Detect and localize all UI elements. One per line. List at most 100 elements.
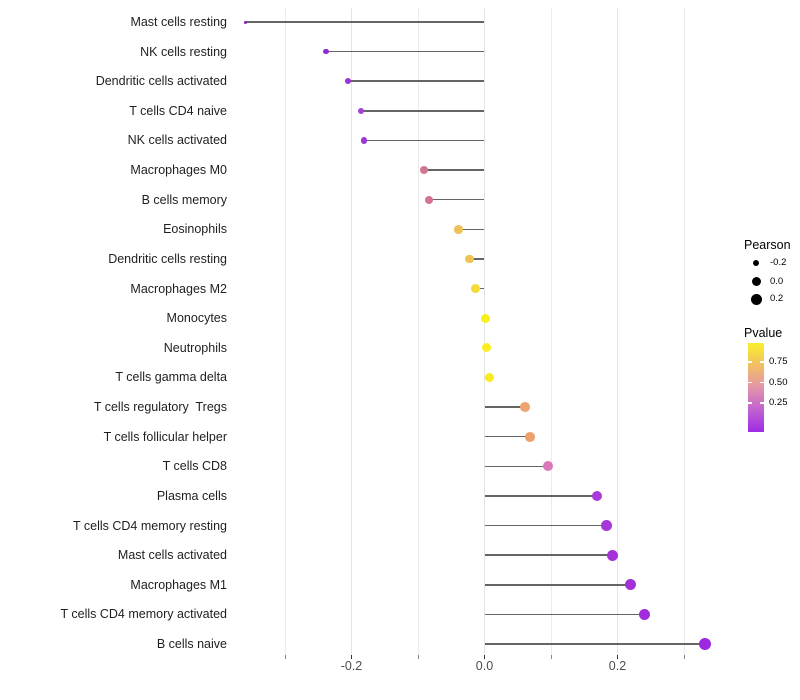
lollipop-stem: [475, 287, 485, 290]
pvalue-tick-mark: [760, 381, 764, 384]
x-axis-tick: [617, 655, 618, 659]
lollipop-stem: [429, 198, 485, 201]
lollipop-stem: [348, 80, 485, 82]
lollipop-stem: [326, 50, 485, 53]
x-axis-tick: [417, 655, 419, 659]
pvalue-legend-title: Pvalue: [744, 326, 783, 340]
y-axis-label: Dendritic cells activated: [95, 74, 227, 89]
y-axis-label: Dendritic cells resting: [108, 251, 227, 266]
lollipop-stem: [484, 643, 705, 645]
pvalue-tick-mark: [760, 361, 764, 363]
plot-panel: [233, 8, 737, 656]
y-axis-label: T cells CD4 naive: [129, 103, 227, 118]
data-point-dot: [607, 549, 619, 561]
lollipop-stem: [484, 524, 607, 527]
data-point-dot: [524, 431, 535, 442]
gridline: [683, 8, 685, 656]
y-axis-label: T cells CD4 memory activated: [60, 607, 228, 622]
x-axis-tick: [683, 655, 685, 659]
data-point-dot: [454, 225, 463, 234]
gridline: [351, 8, 352, 656]
y-axis-label: NK cells activated: [127, 133, 227, 148]
y-axis-label: NK cells resting: [140, 44, 227, 59]
data-point-dot: [464, 254, 474, 264]
x-axis-tick: [550, 655, 552, 659]
data-point-dot: [345, 78, 352, 85]
y-axis-label: T cells gamma delta: [115, 370, 227, 385]
y-axis-label: Macrophages M0: [130, 163, 227, 178]
lollipop-stem: [423, 169, 485, 171]
legend-size-dot: [750, 293, 762, 305]
data-point-dot: [323, 48, 330, 55]
x-axis-tick-label: -0.2: [340, 659, 363, 673]
y-axis-label: B cells naive: [156, 637, 227, 652]
pvalue-tick-mark: [748, 361, 752, 363]
data-point-dot: [484, 372, 494, 382]
x-axis-tick-label: 0.0: [475, 659, 494, 673]
y-axis-label: Monocytes: [166, 311, 227, 326]
x-axis-tick: [284, 655, 286, 659]
legend-size-dot: [752, 259, 760, 267]
y-axis-label: Eosinophils: [163, 222, 227, 237]
data-point-dot: [520, 402, 530, 412]
y-axis-label: Plasma cells: [156, 488, 227, 503]
y-axis-label: Macrophages M2: [130, 281, 227, 296]
x-axis-tick: [484, 655, 485, 659]
y-axis-label: Mast cells resting: [130, 15, 227, 29]
lollipop-stem: [360, 110, 485, 112]
pvalue-gradient-bar: [748, 343, 764, 432]
legend-size-dot: [751, 277, 761, 286]
x-axis-tick: [351, 655, 352, 659]
y-axis-label: Mast cells activated: [117, 548, 227, 563]
lollipop-stem: [484, 584, 631, 586]
data-point-dot: [542, 461, 553, 472]
gridline: [417, 8, 419, 656]
pvalue-tick-mark: [760, 402, 764, 404]
data-point-dot: [471, 284, 481, 293]
y-axis-label: Neutrophils: [163, 340, 227, 355]
lollipop-stem: [484, 465, 548, 468]
y-axis-label: T cells CD8: [162, 459, 227, 474]
pvalue-tick-label: 0.25: [769, 396, 788, 408]
lollipop-stem: [364, 139, 485, 142]
gridline: [617, 8, 618, 656]
lollipop-stem: [484, 613, 645, 616]
lollipop-stem: [458, 228, 485, 231]
x-axis-tick-label: 0.2: [608, 659, 627, 673]
gridline: [550, 8, 552, 656]
data-point-dot: [481, 343, 491, 353]
data-point-dot: [243, 20, 247, 24]
lollipop-stem: [469, 258, 485, 260]
legend-size-label: 0.2: [770, 293, 784, 304]
data-point-dot: [425, 195, 434, 204]
gridline: [284, 8, 286, 656]
pvalue-tick-mark: [748, 381, 752, 384]
lollipop-stem: [245, 21, 485, 23]
lollipop-stem: [484, 435, 530, 438]
data-point-dot: [480, 313, 490, 323]
lollipop-stem: [484, 406, 526, 408]
legend-size-label: 0.0: [770, 275, 784, 287]
legend-size-label: -0.2: [770, 257, 787, 268]
data-point-dot: [420, 166, 428, 175]
pvalue-tick-label: 0.75: [769, 355, 788, 367]
data-point-dot: [591, 490, 603, 502]
pvalue-tick-label: 0.50: [769, 376, 788, 388]
data-point-dot: [698, 637, 711, 651]
lollipop-stem: [484, 554, 613, 556]
pearson-legend-title: Pearson: [744, 238, 791, 252]
y-axis-label: T cells regulatory Tregs: [93, 400, 227, 415]
data-point-dot: [360, 137, 368, 144]
lollipop-stem: [484, 495, 597, 497]
pvalue-tick-mark: [748, 402, 752, 404]
data-point-dot: [639, 608, 651, 621]
data-point-dot: [600, 520, 612, 531]
y-axis-label: B cells memory: [141, 192, 227, 207]
y-axis-label: Macrophages M1: [130, 577, 227, 592]
gridline: [484, 8, 485, 656]
y-axis-label: T cells CD4 memory resting: [73, 518, 227, 533]
data-point-dot: [357, 107, 365, 115]
data-point-dot: [625, 579, 637, 591]
y-axis-label: T cells follicular helper: [103, 429, 227, 444]
